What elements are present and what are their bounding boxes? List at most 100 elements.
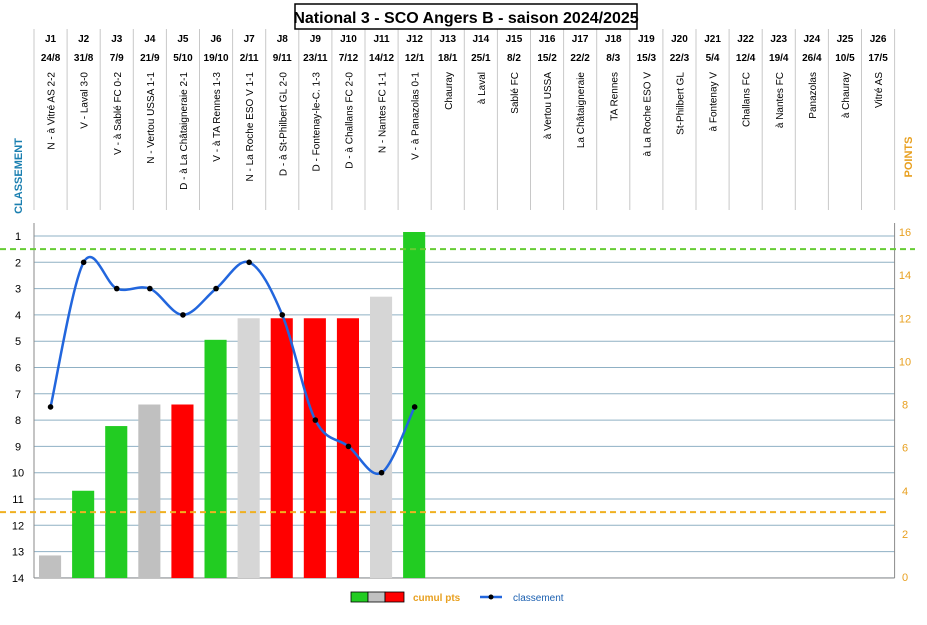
round-date: 2/11 (240, 53, 259, 64)
round-label: J13 (439, 34, 456, 45)
left-tick-label: 7 (15, 389, 21, 401)
round-match: à Fontenay V (709, 72, 720, 132)
legend-line-label: classement (513, 593, 564, 604)
round-match: St-Philbert GL (675, 72, 686, 135)
round-date: 15/3 (637, 53, 657, 64)
round-match: à Laval (477, 72, 488, 104)
round-date: 14/12 (369, 53, 394, 64)
round-date: 18/1 (438, 53, 458, 64)
bar-cumul-pts (105, 426, 128, 578)
round-label: J14 (473, 34, 490, 45)
round-date: 7/12 (339, 53, 359, 64)
bar-cumul-pts (270, 318, 293, 578)
gridlines (33, 223, 896, 579)
round-label: J7 (244, 34, 256, 45)
left-tick-label: 9 (15, 441, 21, 453)
round-date: 22/3 (670, 53, 690, 64)
ranking-point (113, 285, 120, 292)
round-date: 12/4 (736, 53, 756, 64)
legend-bar-label: cumul pts (413, 593, 461, 604)
left-tick-label: 13 (12, 547, 24, 559)
round-label: J3 (111, 34, 123, 45)
round-match: D - à La Châtaigneraie 2-1 (179, 72, 190, 190)
right-tick-label: 0 (902, 572, 908, 584)
round-match: N - à Vitré AS 2-2 (47, 72, 58, 150)
round-date: 9/11 (273, 53, 292, 64)
bar-cumul-pts (138, 404, 161, 578)
round-label: J19 (638, 34, 655, 45)
ranking-point (47, 404, 54, 410)
left-tick-label: 1 (15, 231, 21, 243)
round-match: Chauray (444, 72, 455, 110)
round-match: V - à TA Rennes 1-3 (212, 72, 223, 162)
points-bars (39, 232, 426, 578)
round-match: à La Roche ESO V (642, 72, 653, 157)
round-match: V - à Sablé FC 0-2 (113, 72, 124, 155)
round-date: 22/2 (570, 53, 590, 64)
round-match: D - à St-Philbert GL 2-0 (278, 72, 289, 177)
right-tick-label: 2 (902, 529, 908, 541)
left-axis-title: CLASSEMENT (13, 138, 25, 214)
bar-cumul-pts (72, 490, 95, 578)
round-label: J23 (770, 34, 787, 45)
legend-swatch-draw (367, 591, 386, 603)
round-match: Vitré AS (874, 72, 885, 108)
bar-cumul-pts (171, 404, 194, 578)
ranking-line (47, 255, 418, 476)
round-date: 19/4 (769, 53, 789, 64)
left-tick-label: 14 (12, 573, 24, 585)
ranking-point (279, 312, 286, 318)
bar-cumul-pts (370, 296, 393, 578)
round-label: J2 (78, 34, 90, 45)
round-date: 12/1 (405, 53, 425, 64)
left-tick-label: 5 (15, 336, 21, 348)
round-label: J25 (837, 34, 854, 45)
round-label: J4 (144, 34, 156, 45)
round-match: Sablé FC (510, 72, 521, 114)
round-label: J11 (373, 34, 390, 45)
right-tick-label: 16 (899, 227, 911, 239)
legend-swatch-loss (384, 591, 405, 603)
round-date: 19/10 (204, 53, 229, 64)
round-date: 7/9 (110, 53, 124, 64)
left-tick-label: 4 (15, 310, 21, 322)
reference-lines (0, 248, 915, 514)
left-tick-label: 3 (15, 284, 21, 296)
right-tick-label: 14 (899, 270, 911, 282)
bar-cumul-pts (39, 555, 62, 578)
round-date: 25/1 (471, 53, 491, 64)
round-match: V - Laval 3-0 (80, 72, 91, 129)
round-label: J26 (870, 34, 887, 45)
right-tick-label: 4 (902, 486, 908, 498)
left-tick-label: 2 (15, 257, 21, 269)
round-date: 8/2 (507, 53, 521, 64)
round-label: J5 (177, 34, 189, 45)
round-date: 26/4 (802, 53, 822, 64)
round-match: La Châtaigneraie (576, 72, 587, 149)
bar-cumul-pts (303, 318, 326, 578)
round-date: 31/8 (74, 53, 94, 64)
round-label: J16 (539, 34, 556, 45)
round-label: J1 (45, 34, 57, 45)
round-label: J9 (310, 34, 322, 45)
round-label: J22 (737, 34, 754, 45)
round-label: J10 (340, 34, 357, 45)
ranking-point (213, 285, 219, 292)
left-tick-label: 11 (12, 494, 23, 506)
chart-title: National 3 - SCO Angers B - saison 2024/… (293, 10, 638, 27)
round-label: J6 (210, 34, 222, 45)
round-label: J20 (671, 34, 688, 45)
round-date: 24/8 (41, 53, 61, 64)
round-label: J18 (605, 34, 622, 45)
left-tick-label: 10 (12, 468, 24, 480)
round-date: 8/3 (606, 53, 620, 64)
round-match: N - Nantes FC 1-1 (378, 72, 389, 154)
right-tick-label: 12 (899, 313, 911, 325)
ranking-point (345, 443, 352, 450)
round-label: J8 (277, 34, 289, 45)
ranking-point (147, 285, 153, 292)
bar-cumul-pts (237, 318, 260, 578)
round-match: D - à Challans FC 2-0 (344, 72, 355, 169)
round-match: Challans FC (742, 72, 753, 127)
